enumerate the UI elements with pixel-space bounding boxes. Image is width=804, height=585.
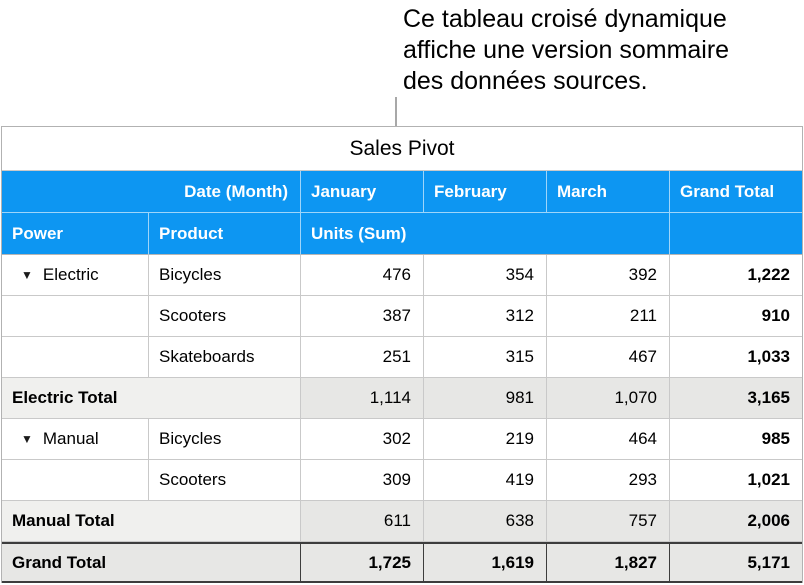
subtotal-value-cell[interactable]: 757 (547, 501, 670, 542)
subtotal-value-cell[interactable]: 1,070 (547, 378, 670, 419)
disclosure-triangle-icon[interactable]: ▼ (21, 268, 33, 282)
value-cell[interactable]: 293 (547, 460, 670, 501)
subtotal-label-cell[interactable]: Electric Total (2, 378, 301, 419)
value-cell[interactable]: 354 (424, 255, 547, 296)
grand-total-value-cell[interactable]: 1,725 (301, 544, 424, 581)
grand-total-row: Grand Total 1,725 1,619 1,827 5,171 (2, 542, 802, 583)
callout-line-1: Ce tableau croisé dynamique (403, 5, 727, 33)
callout-connector-line (395, 97, 397, 126)
table-row: Skateboards 251 315 467 1,033 (2, 337, 802, 378)
value-cell[interactable]: 211 (547, 296, 670, 337)
value-cell[interactable]: 392 (547, 255, 670, 296)
grand-total-total-cell[interactable]: 5,171 (670, 544, 802, 581)
callout-annotation: Ce tableau croisé dynamique affiche une … (403, 4, 729, 97)
grand-total-label-cell[interactable]: Grand Total (2, 544, 301, 581)
row-total-cell[interactable]: 910 (670, 296, 802, 337)
product-header-cell[interactable]: Product (149, 213, 301, 255)
product-cell[interactable]: Bicycles (149, 255, 301, 296)
callout-line-3: des données sources. (403, 67, 648, 95)
callout-line-2: affiche une version sommaire (403, 36, 730, 64)
value-cell[interactable]: 387 (301, 296, 424, 337)
subtotal-value-cell[interactable]: 611 (301, 501, 424, 542)
subtotal-row: Electric Total 1,114 981 1,070 3,165 (2, 378, 802, 419)
power-header-cell[interactable]: Power (2, 213, 149, 255)
table-title[interactable]: Sales Pivot (2, 127, 802, 171)
subtotal-total-cell[interactable]: 3,165 (670, 378, 802, 419)
power-cell[interactable] (2, 296, 149, 337)
value-cell[interactable]: 302 (301, 419, 424, 460)
subtotal-row: Manual Total 611 638 757 2,006 (2, 501, 802, 542)
header-january[interactable]: January (301, 171, 424, 213)
row-total-cell[interactable]: 1,033 (670, 337, 802, 378)
date-month-header-cell[interactable]: Date (Month) (2, 171, 301, 213)
value-cell[interactable]: 315 (424, 337, 547, 378)
subtotal-value-cell[interactable]: 981 (424, 378, 547, 419)
table-row: ▼ Manual Bicycles 302 219 464 985 (2, 419, 802, 460)
value-cell[interactable]: 464 (547, 419, 670, 460)
header-grand-total[interactable]: Grand Total (670, 171, 802, 213)
table-row: ▼ Electric Bicycles 476 354 392 1,222 (2, 255, 802, 296)
value-cell[interactable]: 419 (424, 460, 547, 501)
value-cell[interactable]: 251 (301, 337, 424, 378)
table-row: Scooters 387 312 211 910 (2, 296, 802, 337)
column-header-row: Date (Month) January February March Gran… (2, 171, 802, 213)
header-march[interactable]: March (547, 171, 670, 213)
value-cell[interactable]: 219 (424, 419, 547, 460)
value-cell[interactable]: 467 (547, 337, 670, 378)
row-total-cell[interactable]: 1,222 (670, 255, 802, 296)
grand-total-value-cell[interactable]: 1,619 (424, 544, 547, 581)
power-label: Manual (42, 429, 99, 448)
subtotal-value-cell[interactable]: 638 (424, 501, 547, 542)
subtotal-total-cell[interactable]: 2,006 (670, 501, 802, 542)
power-cell[interactable] (2, 460, 149, 501)
row-total-cell[interactable]: 985 (670, 419, 802, 460)
product-cell[interactable]: Skateboards (149, 337, 301, 378)
product-cell[interactable]: Scooters (149, 296, 301, 337)
pivot-table: Sales Pivot Date (Month) January Februar… (1, 126, 803, 583)
row-header-row: Power Product Units (Sum) (2, 213, 802, 255)
power-cell[interactable]: ▼ Manual (2, 419, 149, 460)
row-total-cell[interactable]: 1,021 (670, 460, 802, 501)
units-sum-header-cell[interactable]: Units (Sum) (301, 213, 670, 255)
value-cell[interactable]: 312 (424, 296, 547, 337)
header-february[interactable]: February (424, 171, 547, 213)
subtotal-label-cell[interactable]: Manual Total (2, 501, 301, 542)
product-cell[interactable]: Bicycles (149, 419, 301, 460)
power-label: Electric (42, 265, 99, 284)
table-row: Scooters 309 419 293 1,021 (2, 460, 802, 501)
grand-total-value-cell[interactable]: 1,827 (547, 544, 670, 581)
disclosure-triangle-icon[interactable]: ▼ (21, 432, 33, 446)
table-title-text: Sales Pivot (349, 136, 455, 160)
value-cell[interactable]: 309 (301, 460, 424, 501)
power-cell[interactable]: ▼ Electric (2, 255, 149, 296)
power-cell[interactable] (2, 337, 149, 378)
value-cell[interactable]: 476 (301, 255, 424, 296)
grand-total-header-spacer-cell[interactable] (670, 213, 802, 255)
product-cell[interactable]: Scooters (149, 460, 301, 501)
subtotal-value-cell[interactable]: 1,114 (301, 378, 424, 419)
